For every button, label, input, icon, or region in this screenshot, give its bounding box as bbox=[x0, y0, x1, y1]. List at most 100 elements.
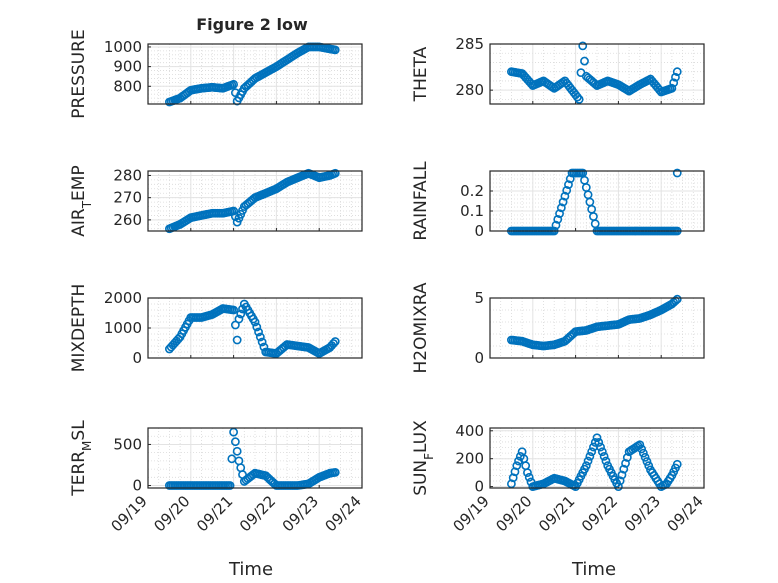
data-point bbox=[555, 209, 564, 218]
data-point bbox=[644, 461, 654, 471]
data-point bbox=[523, 468, 532, 478]
data-point bbox=[225, 481, 235, 490]
data-point bbox=[622, 453, 632, 462]
data-point bbox=[594, 438, 604, 447]
data-point bbox=[672, 294, 682, 304]
data-point bbox=[229, 305, 238, 315]
data-point bbox=[578, 41, 588, 51]
y-axis-label: SUNFLUX bbox=[411, 420, 436, 496]
data-point bbox=[614, 482, 623, 492]
data-point bbox=[564, 180, 573, 189]
y-tick-label: 0 bbox=[132, 349, 142, 367]
y-tick-label: 1000 bbox=[104, 38, 142, 56]
data-point bbox=[330, 45, 340, 55]
data-point bbox=[234, 314, 244, 324]
y-tick-label: 285 bbox=[455, 35, 484, 53]
data-point bbox=[669, 78, 679, 88]
data-point bbox=[617, 470, 627, 480]
data-point bbox=[667, 83, 677, 93]
subplot-h2omixra: 0 5 H2OMIXRA bbox=[411, 282, 705, 374]
data-point bbox=[592, 433, 602, 443]
data-point bbox=[330, 168, 340, 178]
data-point bbox=[255, 332, 265, 342]
y-axis-label: TERRMSL bbox=[69, 420, 94, 497]
data-point bbox=[671, 296, 680, 306]
data-point bbox=[257, 337, 267, 347]
data-point bbox=[330, 467, 340, 477]
subplot-theta: 280 285 THETA bbox=[411, 35, 705, 105]
data-point bbox=[615, 476, 625, 486]
data-point bbox=[580, 56, 589, 66]
data-point bbox=[572, 92, 582, 102]
y-tick-label: 900 bbox=[113, 58, 142, 76]
y-tick-label: 400 bbox=[455, 422, 484, 440]
data-point bbox=[556, 203, 566, 213]
y-tick-label: 0.2 bbox=[460, 182, 484, 200]
data-point bbox=[596, 442, 605, 452]
data-point bbox=[672, 459, 682, 469]
axes-box bbox=[489, 297, 705, 359]
y-tick-label: 270 bbox=[113, 189, 142, 207]
data-point bbox=[229, 206, 238, 216]
subplot-rainfall: 0 0.1 0.2 RAINFALL bbox=[411, 161, 705, 241]
subplot-air-temp: 260 270 280 AIRTEMP bbox=[69, 165, 363, 237]
y-tick-label: 280 bbox=[113, 166, 142, 184]
data-point bbox=[558, 197, 568, 207]
data-point bbox=[236, 309, 246, 319]
axes-box bbox=[147, 297, 363, 359]
data-point bbox=[330, 337, 340, 346]
data-point bbox=[597, 447, 607, 457]
data-point bbox=[232, 335, 242, 345]
data-point bbox=[619, 464, 629, 474]
data-point bbox=[601, 456, 611, 466]
data-point bbox=[232, 446, 242, 456]
data-point bbox=[621, 458, 630, 468]
y-tick-label: 5 bbox=[474, 289, 484, 307]
data-point bbox=[252, 322, 262, 332]
axes-box bbox=[147, 43, 363, 105]
y-axis-label: PRESSURE bbox=[69, 29, 89, 118]
data-point bbox=[250, 317, 260, 327]
data-point bbox=[562, 185, 572, 195]
data-point bbox=[672, 67, 682, 77]
data-point bbox=[671, 72, 680, 82]
y-tick-label: 800 bbox=[113, 77, 142, 95]
axes-box bbox=[489, 43, 705, 105]
data-point bbox=[672, 168, 682, 178]
y-tick-label: 1000 bbox=[104, 319, 142, 337]
data-point bbox=[514, 456, 523, 466]
y-tick-label: 0 bbox=[474, 478, 484, 496]
data-point bbox=[574, 94, 584, 104]
data-point bbox=[524, 472, 534, 482]
axes-box bbox=[147, 427, 363, 489]
data-point bbox=[587, 447, 597, 457]
y-tick-label: 280 bbox=[455, 81, 484, 99]
data-point bbox=[635, 440, 645, 450]
figure-title: Figure 2 low bbox=[196, 15, 308, 34]
y-axis-label: H2OMIXRA bbox=[411, 282, 431, 373]
data-point bbox=[640, 452, 650, 462]
axes-box bbox=[489, 170, 705, 232]
y-tick-label: 2000 bbox=[104, 289, 142, 307]
y-tick-label: 0 bbox=[474, 349, 484, 367]
data-point bbox=[590, 438, 600, 447]
data-point bbox=[560, 191, 570, 201]
x-axis-label-right: Time bbox=[571, 559, 616, 580]
data-point bbox=[230, 437, 240, 447]
data-point bbox=[637, 444, 646, 454]
y-axis-label: THETA bbox=[411, 46, 431, 102]
y-tick-label: 0 bbox=[132, 477, 142, 495]
x-axis-label-left: Time bbox=[228, 559, 273, 580]
data-point bbox=[581, 461, 591, 471]
y-tick-label: 0 bbox=[474, 222, 484, 240]
y-tick-label: 0.1 bbox=[460, 202, 484, 220]
data-point bbox=[512, 461, 522, 471]
axes-box bbox=[147, 170, 363, 232]
data-point bbox=[599, 451, 609, 461]
data-point bbox=[553, 214, 563, 224]
data-point bbox=[229, 79, 238, 89]
y-tick-label: 500 bbox=[113, 435, 142, 453]
y-tick-label: 260 bbox=[113, 211, 142, 229]
